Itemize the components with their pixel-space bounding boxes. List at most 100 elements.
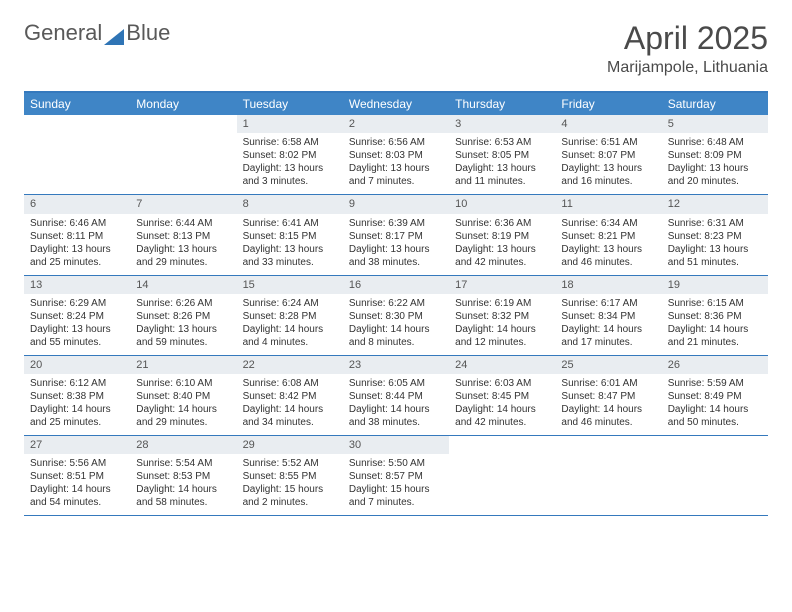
sunset-text: Sunset: 8:55 PM: [243, 470, 337, 483]
sunrise-text: Sunrise: 6:17 AM: [561, 297, 655, 310]
day-info: Sunrise: 6:15 AMSunset: 8:36 PMDaylight:…: [662, 294, 768, 355]
sunrise-text: Sunrise: 6:08 AM: [243, 377, 337, 390]
day-info: Sunrise: 6:17 AMSunset: 8:34 PMDaylight:…: [555, 294, 661, 355]
sunset-text: Sunset: 8:17 PM: [349, 230, 443, 243]
sunrise-text: Sunrise: 6:03 AM: [455, 377, 549, 390]
day-number: 21: [130, 356, 236, 374]
sunset-text: Sunset: 8:26 PM: [136, 310, 230, 323]
page-title: April 2025: [607, 20, 768, 57]
calendar-cell: 20Sunrise: 6:12 AMSunset: 8:38 PMDayligh…: [24, 356, 130, 435]
calendar-cell: [449, 436, 555, 515]
calendar-cell: [24, 115, 130, 194]
sunrise-text: Sunrise: 6:41 AM: [243, 217, 337, 230]
day-info: Sunrise: 6:56 AMSunset: 8:03 PMDaylight:…: [343, 133, 449, 194]
logo-text-blue: Blue: [126, 20, 170, 46]
day-info: Sunrise: 6:36 AMSunset: 8:19 PMDaylight:…: [449, 214, 555, 275]
calendar-cell: [662, 436, 768, 515]
sunrise-text: Sunrise: 6:15 AM: [668, 297, 762, 310]
calendar: Sunday Monday Tuesday Wednesday Thursday…: [24, 91, 768, 516]
page-header: General Blue April 2025 Marijampole, Lit…: [24, 20, 768, 77]
daylight-text: Daylight: 15 hours and 7 minutes.: [349, 483, 443, 509]
sunrise-text: Sunrise: 5:50 AM: [349, 457, 443, 470]
daylight-text: Daylight: 13 hours and 42 minutes.: [455, 243, 549, 269]
day-number: 18: [555, 276, 661, 294]
sunset-text: Sunset: 8:32 PM: [455, 310, 549, 323]
day-number: 10: [449, 195, 555, 213]
calendar-cell: 8Sunrise: 6:41 AMSunset: 8:15 PMDaylight…: [237, 195, 343, 274]
daylight-text: Daylight: 13 hours and 29 minutes.: [136, 243, 230, 269]
day-info: Sunrise: 6:44 AMSunset: 8:13 PMDaylight:…: [130, 214, 236, 275]
day-info: Sunrise: 6:31 AMSunset: 8:23 PMDaylight:…: [662, 214, 768, 275]
day-number: 5: [662, 115, 768, 133]
day-info: Sunrise: 6:24 AMSunset: 8:28 PMDaylight:…: [237, 294, 343, 355]
day-info: Sunrise: 5:59 AMSunset: 8:49 PMDaylight:…: [662, 374, 768, 435]
day-number: 2: [343, 115, 449, 133]
calendar-cell: 26Sunrise: 5:59 AMSunset: 8:49 PMDayligh…: [662, 356, 768, 435]
calendar-cell: 4Sunrise: 6:51 AMSunset: 8:07 PMDaylight…: [555, 115, 661, 194]
sunrise-text: Sunrise: 6:48 AM: [668, 136, 762, 149]
sunset-text: Sunset: 8:36 PM: [668, 310, 762, 323]
day-number: 12: [662, 195, 768, 213]
day-number: 3: [449, 115, 555, 133]
daylight-text: Daylight: 13 hours and 59 minutes.: [136, 323, 230, 349]
day-number: 22: [237, 356, 343, 374]
calendar-cell: 15Sunrise: 6:24 AMSunset: 8:28 PMDayligh…: [237, 276, 343, 355]
calendar-cell: 22Sunrise: 6:08 AMSunset: 8:42 PMDayligh…: [237, 356, 343, 435]
calendar-cell: 2Sunrise: 6:56 AMSunset: 8:03 PMDaylight…: [343, 115, 449, 194]
sunrise-text: Sunrise: 5:56 AM: [30, 457, 124, 470]
calendar-cell: 27Sunrise: 5:56 AMSunset: 8:51 PMDayligh…: [24, 436, 130, 515]
calendar-cell: 23Sunrise: 6:05 AMSunset: 8:44 PMDayligh…: [343, 356, 449, 435]
sunrise-text: Sunrise: 6:26 AM: [136, 297, 230, 310]
sunrise-text: Sunrise: 6:56 AM: [349, 136, 443, 149]
day-info: Sunrise: 6:51 AMSunset: 8:07 PMDaylight:…: [555, 133, 661, 194]
day-info: Sunrise: 6:29 AMSunset: 8:24 PMDaylight:…: [24, 294, 130, 355]
day-info: Sunrise: 5:52 AMSunset: 8:55 PMDaylight:…: [237, 454, 343, 515]
calendar-cell: 21Sunrise: 6:10 AMSunset: 8:40 PMDayligh…: [130, 356, 236, 435]
calendar-cell: 24Sunrise: 6:03 AMSunset: 8:45 PMDayligh…: [449, 356, 555, 435]
daylight-text: Daylight: 14 hours and 42 minutes.: [455, 403, 549, 429]
daylight-text: Daylight: 13 hours and 16 minutes.: [561, 162, 655, 188]
calendar-header-row: Sunday Monday Tuesday Wednesday Thursday…: [24, 93, 768, 115]
calendar-cell: 25Sunrise: 6:01 AMSunset: 8:47 PMDayligh…: [555, 356, 661, 435]
calendar-cell: 30Sunrise: 5:50 AMSunset: 8:57 PMDayligh…: [343, 436, 449, 515]
sunset-text: Sunset: 8:28 PM: [243, 310, 337, 323]
sunset-text: Sunset: 8:23 PM: [668, 230, 762, 243]
day-number: 24: [449, 356, 555, 374]
daylight-text: Daylight: 14 hours and 12 minutes.: [455, 323, 549, 349]
sunrise-text: Sunrise: 6:44 AM: [136, 217, 230, 230]
day-info: Sunrise: 6:08 AMSunset: 8:42 PMDaylight:…: [237, 374, 343, 435]
dow-sunday: Sunday: [24, 93, 130, 115]
daylight-text: Daylight: 13 hours and 20 minutes.: [668, 162, 762, 188]
week-separator: [24, 515, 768, 516]
sunrise-text: Sunrise: 6:58 AM: [243, 136, 337, 149]
daylight-text: Daylight: 13 hours and 11 minutes.: [455, 162, 549, 188]
daylight-text: Daylight: 14 hours and 25 minutes.: [30, 403, 124, 429]
sunrise-text: Sunrise: 6:10 AM: [136, 377, 230, 390]
day-number: 25: [555, 356, 661, 374]
daylight-text: Daylight: 14 hours and 46 minutes.: [561, 403, 655, 429]
daylight-text: Daylight: 14 hours and 34 minutes.: [243, 403, 337, 429]
sunset-text: Sunset: 8:44 PM: [349, 390, 443, 403]
day-info: Sunrise: 6:46 AMSunset: 8:11 PMDaylight:…: [24, 214, 130, 275]
dow-monday: Monday: [130, 93, 236, 115]
sunrise-text: Sunrise: 6:29 AM: [30, 297, 124, 310]
sunset-text: Sunset: 8:49 PM: [668, 390, 762, 403]
sunset-text: Sunset: 8:47 PM: [561, 390, 655, 403]
day-number: 16: [343, 276, 449, 294]
sunrise-text: Sunrise: 6:05 AM: [349, 377, 443, 390]
dow-thursday: Thursday: [449, 93, 555, 115]
sunset-text: Sunset: 8:34 PM: [561, 310, 655, 323]
sunrise-text: Sunrise: 6:51 AM: [561, 136, 655, 149]
day-number: 20: [24, 356, 130, 374]
calendar-cell: 10Sunrise: 6:36 AMSunset: 8:19 PMDayligh…: [449, 195, 555, 274]
dow-tuesday: Tuesday: [237, 93, 343, 115]
calendar-cell: 18Sunrise: 6:17 AMSunset: 8:34 PMDayligh…: [555, 276, 661, 355]
daylight-text: Daylight: 13 hours and 46 minutes.: [561, 243, 655, 269]
daylight-text: Daylight: 14 hours and 50 minutes.: [668, 403, 762, 429]
sunrise-text: Sunrise: 6:19 AM: [455, 297, 549, 310]
sunset-text: Sunset: 8:53 PM: [136, 470, 230, 483]
sunrise-text: Sunrise: 6:12 AM: [30, 377, 124, 390]
sunrise-text: Sunrise: 6:36 AM: [455, 217, 549, 230]
sunset-text: Sunset: 8:40 PM: [136, 390, 230, 403]
calendar-cell: 5Sunrise: 6:48 AMSunset: 8:09 PMDaylight…: [662, 115, 768, 194]
